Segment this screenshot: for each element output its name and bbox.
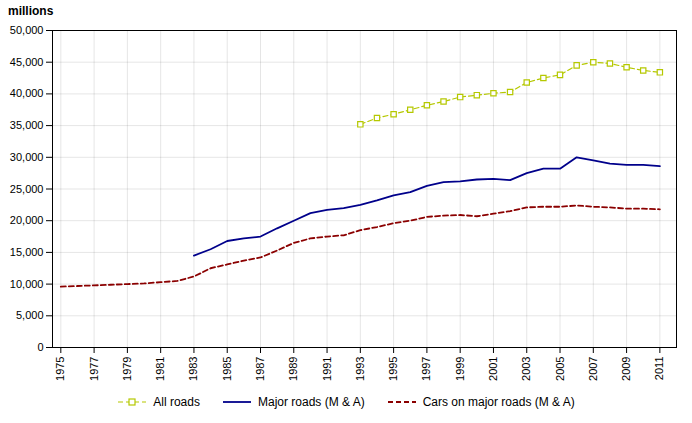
svg-text:2009: 2009: [620, 357, 632, 381]
svg-text:1977: 1977: [88, 357, 100, 381]
svg-text:2003: 2003: [520, 357, 532, 381]
svg-text:1979: 1979: [121, 357, 133, 381]
svg-text:1995: 1995: [387, 357, 399, 381]
svg-text:20,000: 20,000: [10, 214, 44, 226]
svg-text:5,000: 5,000: [16, 309, 44, 321]
html-text:All roads: All roads: [153, 395, 200, 409]
svg-text:1975: 1975: [54, 357, 66, 381]
svg-text:1989: 1989: [287, 357, 299, 381]
svg-text:2005: 2005: [554, 357, 566, 381]
svg-text:45,000: 45,000: [10, 56, 44, 68]
svg-text:40,000: 40,000: [10, 87, 44, 99]
svg-text:1983: 1983: [187, 357, 199, 381]
svg-text:10,000: 10,000: [10, 278, 44, 290]
svg-text:1987: 1987: [254, 357, 266, 381]
svg-text:50,000: 50,000: [10, 24, 44, 36]
svg-text:1997: 1997: [420, 357, 432, 381]
svg-text:1999: 1999: [454, 357, 466, 381]
svg-text:1991: 1991: [321, 357, 333, 381]
svg-text:0: 0: [37, 341, 43, 353]
svg-text:2001: 2001: [487, 357, 499, 381]
html-text:Major roads (M & A): Major roads (M & A): [258, 395, 365, 409]
svg-text:2011: 2011: [653, 357, 665, 381]
html-text:millions: millions: [8, 4, 54, 18]
svg-text:1985: 1985: [221, 357, 233, 381]
svg-text:1981: 1981: [154, 357, 166, 381]
svg-text:25,000: 25,000: [10, 183, 44, 195]
svg-text:15,000: 15,000: [10, 246, 44, 258]
svg-text:30,000: 30,000: [10, 151, 44, 163]
svg-text:35,000: 35,000: [10, 119, 44, 131]
svg-text:1993: 1993: [354, 357, 366, 381]
html-text:Cars on major roads (M & A): Cars on major roads (M & A): [422, 395, 575, 409]
svg-text:2007: 2007: [587, 357, 599, 381]
